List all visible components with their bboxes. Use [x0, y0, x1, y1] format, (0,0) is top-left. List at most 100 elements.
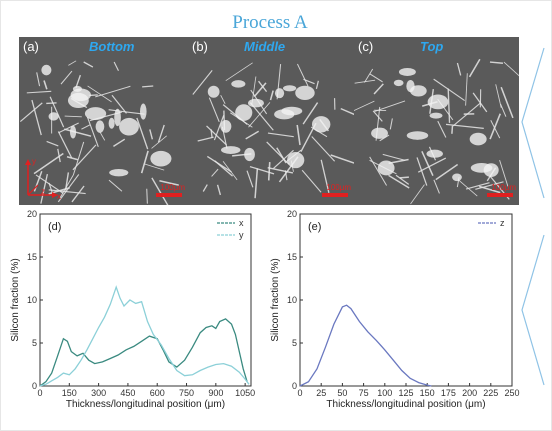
fibre-mark [225, 62, 253, 82]
micrograph-image [192, 62, 354, 199]
fibre-mark [452, 102, 481, 127]
fibre-mark [99, 132, 106, 141]
fibre-mark [267, 162, 271, 181]
fibre-mark [253, 82, 267, 98]
fibre-mark [421, 151, 434, 176]
panel-label-b: (b) [192, 39, 208, 54]
fibre-mark [142, 85, 154, 88]
fibre-mark [222, 161, 238, 181]
fibre-mark [364, 68, 374, 83]
particle-mark [274, 88, 285, 99]
legend-label-z: z [500, 218, 505, 228]
x-tick-label: 75 [359, 388, 369, 398]
scale-bar [487, 193, 513, 197]
fibre-mark [213, 115, 225, 141]
fibre-mark [267, 132, 294, 138]
fibre-mark [330, 154, 354, 164]
legend-label-x: x [239, 218, 244, 228]
particle-mark [483, 163, 499, 178]
x-tick-label: 100 [377, 388, 392, 398]
fibre-mark [216, 184, 222, 196]
fibre-mark [372, 110, 383, 122]
fibre-mark [417, 157, 447, 173]
fibre-mark [57, 174, 80, 203]
fibre-mark [58, 122, 79, 134]
particle-mark [426, 149, 443, 158]
fibre-mark [57, 148, 61, 163]
fibre-mark [433, 179, 440, 194]
fibre-mark [136, 117, 149, 150]
micrograph-bottom: (a) Bottom y z x 100μm [19, 37, 188, 205]
fibre-mark [206, 155, 232, 173]
fibre-mark [258, 80, 268, 93]
y-tick-label: 10 [287, 295, 297, 305]
fibre-mark [248, 102, 271, 128]
fibre-mark [297, 63, 309, 87]
fibre-mark [111, 94, 127, 114]
y-axis-label: Silicon fraction (%) [270, 258, 281, 341]
fibre-mark [301, 169, 322, 193]
fibre-mark [495, 84, 502, 108]
particle-mark [371, 127, 388, 139]
particle-mark [220, 119, 232, 133]
fibre-mark [192, 70, 213, 95]
fibre-mark [86, 116, 99, 148]
fibre-mark [33, 152, 64, 175]
fibre-mark [315, 80, 319, 90]
micrograph-middle: (b) Middle 100μm [188, 37, 354, 205]
fibre-mark [478, 185, 501, 194]
side-chevron-decoration [521, 47, 545, 386]
fibre-mark [64, 172, 70, 191]
scale-text: 100μm [491, 183, 516, 192]
fibre-mark [340, 107, 354, 116]
fibre-mark [40, 173, 49, 204]
x-tick-label: 225 [483, 388, 498, 398]
y-tick-label: 5 [32, 338, 37, 348]
chart-d: 0 5 10 15 20 0 150 300 450 600 750 900 1050 Thickness… [10, 209, 255, 410]
fibre-mark [211, 168, 219, 177]
fibre-mark [151, 177, 169, 205]
particle-mark [406, 131, 429, 140]
particle-mark [311, 116, 331, 133]
fibre-mark [500, 103, 507, 117]
particle-mark [393, 79, 404, 87]
fibre-mark [490, 120, 501, 139]
fibre-mark [499, 159, 509, 187]
x-tick-label: 1050 [235, 388, 255, 398]
particle-mark [84, 107, 107, 121]
scale-text: 100μm [326, 183, 351, 192]
fibre-mark [447, 88, 451, 123]
fibre-mark [49, 96, 65, 128]
x-tick-label: 0 [297, 388, 302, 398]
x-tick-label: 300 [91, 388, 106, 398]
series-line-y [39, 285, 250, 387]
fibre-mark [489, 61, 504, 64]
particle-mark [139, 103, 147, 120]
legend-label-y: y [239, 230, 244, 240]
particle-mark [220, 146, 241, 154]
fibre-mark [245, 130, 260, 140]
fibre-mark [475, 181, 504, 190]
fibre-mark [445, 123, 484, 129]
fibre-mark [472, 92, 488, 113]
x-tick-label: 0 [37, 388, 42, 398]
fibre-mark [46, 140, 59, 147]
fibre-mark [208, 97, 220, 122]
x-tick-label: 50 [337, 388, 347, 398]
fibre-mark [273, 149, 294, 169]
particle-mark [429, 112, 443, 119]
fibre-mark [382, 153, 406, 161]
particle-mark [427, 94, 449, 110]
fibre-mark [465, 73, 468, 106]
fibre-mark [456, 62, 462, 76]
micrograph-image [354, 58, 519, 205]
series-line-z [299, 304, 432, 387]
fibre-mark [451, 125, 454, 134]
fibre-mark [81, 124, 91, 130]
fibre-mark [433, 78, 465, 102]
fibre-mark [220, 94, 226, 105]
x-tick-label: 200 [462, 388, 477, 398]
particle-mark [119, 117, 139, 136]
y-tick-label: 0 [292, 381, 297, 391]
